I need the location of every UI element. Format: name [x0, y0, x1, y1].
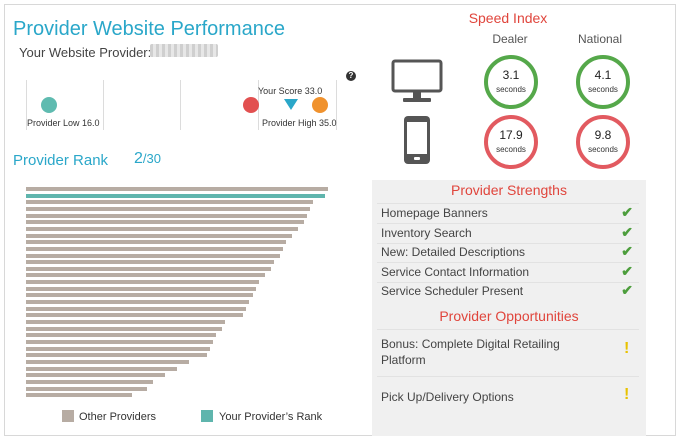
rank-bar[interactable] [26, 373, 165, 378]
opportunities-title: Provider Opportunities [439, 308, 579, 324]
mobile-national-speed: 9.8 seconds [576, 115, 630, 169]
row-divider [377, 282, 639, 283]
provider-label: Your Website Provider: [19, 45, 152, 60]
your-score-label: Your Score 33.0 [258, 86, 323, 96]
check-icon: ✔ [621, 282, 633, 298]
scale-divider [26, 80, 27, 130]
strength-item: Service Contact Information ✔ [381, 263, 633, 279]
strength-item: Service Scheduler Present ✔ [381, 282, 633, 298]
legend-swatch-other [62, 410, 74, 422]
rank-bar[interactable] [26, 326, 222, 331]
rank-bar[interactable] [26, 393, 132, 398]
rank-value: 2/30 [134, 150, 161, 168]
speed-value: 3.1 [502, 68, 520, 82]
speed-title: Speed Index [468, 10, 548, 26]
scale-divider [336, 80, 337, 130]
rank-bar[interactable] [26, 379, 153, 384]
rank-bar[interactable] [26, 273, 265, 278]
desktop-national-speed: 4.1 seconds [576, 55, 630, 109]
legend-label-yours: Your Provider’s Rank [219, 411, 323, 423]
rank-bar-yours[interactable] [26, 193, 325, 198]
rank-position: 2 [134, 150, 143, 167]
rank-bar[interactable] [26, 386, 147, 391]
scale-divider [180, 80, 181, 130]
rank-bar[interactable] [26, 366, 177, 371]
your-score-dot[interactable] [243, 97, 259, 113]
provider-high-dot[interactable] [312, 97, 328, 113]
strengths-title: Provider Strengths [451, 182, 567, 198]
rank-bar[interactable] [26, 286, 256, 291]
check-icon: ✔ [621, 204, 633, 220]
rank-bar[interactable] [26, 306, 246, 311]
row-divider [377, 376, 639, 377]
help-icon[interactable]: ? [346, 71, 356, 81]
rank-bar[interactable] [26, 253, 280, 258]
rank-bar[interactable] [26, 240, 286, 245]
rank-bar[interactable] [26, 200, 313, 205]
speed-unit: seconds [496, 85, 526, 94]
strength-item: New: Detailed Descriptions ✔ [381, 243, 633, 259]
speed-unit: seconds [496, 145, 526, 154]
page-title: Provider Website Performance [13, 18, 285, 40]
rank-bar[interactable] [26, 233, 292, 238]
legend-label-other: Other Providers [79, 411, 157, 423]
phone-icon [404, 116, 430, 164]
rank-bar[interactable] [26, 280, 259, 285]
rank-bar[interactable] [26, 293, 253, 298]
strength-item: Homepage Banners ✔ [381, 204, 633, 220]
provider-high-label: Provider High 35.0 [262, 118, 337, 128]
strengths-opportunities-panel: Provider Strengths Homepage Banners ✔ In… [372, 180, 646, 436]
row-divider [377, 223, 639, 224]
rank-bar[interactable] [26, 206, 310, 211]
check-icon: ✔ [621, 224, 633, 240]
rank-bar[interactable] [26, 187, 328, 191]
speed-value: 17.9 [499, 128, 523, 142]
rank-bar[interactable] [26, 300, 249, 305]
rank-bar[interactable] [26, 340, 213, 344]
rank-bar[interactable] [26, 313, 243, 318]
opportunity-item: Bonus: Complete Digital Retailing Platfo… [381, 337, 560, 367]
scale-divider [103, 80, 104, 130]
provider-name-redacted [150, 44, 218, 57]
your-score-marker-icon [284, 99, 298, 110]
strength-item: Inventory Search ✔ [381, 224, 633, 240]
rank-bar[interactable] [26, 320, 225, 324]
row-divider [377, 243, 639, 244]
speed-unit: seconds [588, 145, 618, 154]
rank-bar[interactable] [26, 346, 210, 351]
row-divider [377, 203, 639, 204]
desktop-dealer-speed: 3.1 seconds [484, 55, 538, 109]
provider-low-dot[interactable] [41, 97, 57, 113]
row-divider [377, 262, 639, 263]
exclamation-icon: ! [624, 340, 630, 357]
exclamation-icon: ! [624, 386, 630, 403]
rank-bar[interactable] [26, 359, 189, 364]
rank-bar[interactable] [26, 213, 307, 218]
speed-value: 9.8 [594, 128, 612, 142]
row-divider [377, 329, 639, 330]
rank-title: Provider Rank [13, 152, 109, 169]
legend-swatch-yours [201, 410, 213, 422]
rank-bar[interactable] [26, 260, 274, 265]
mobile-dealer-speed: 17.9 seconds [484, 115, 538, 169]
check-icon: ✔ [621, 243, 633, 259]
rank-bar[interactable] [26, 226, 298, 231]
national-column-header: National [577, 32, 623, 46]
rank-bar[interactable] [26, 246, 283, 251]
provider-low-label: Provider Low 16.0 [27, 118, 100, 128]
desktop-icon [391, 59, 443, 102]
rank-bar[interactable] [26, 353, 207, 358]
rank-bar[interactable] [26, 220, 304, 225]
speed-value: 4.1 [594, 68, 612, 82]
rank-bar[interactable] [26, 266, 271, 271]
rank-total: /30 [142, 151, 161, 166]
speed-unit: seconds [588, 85, 618, 94]
opportunity-item: Pick Up/Delivery Options [381, 390, 514, 404]
dealer-column-header: Dealer [492, 32, 528, 46]
check-icon: ✔ [621, 263, 633, 279]
rank-bar[interactable] [26, 333, 216, 338]
